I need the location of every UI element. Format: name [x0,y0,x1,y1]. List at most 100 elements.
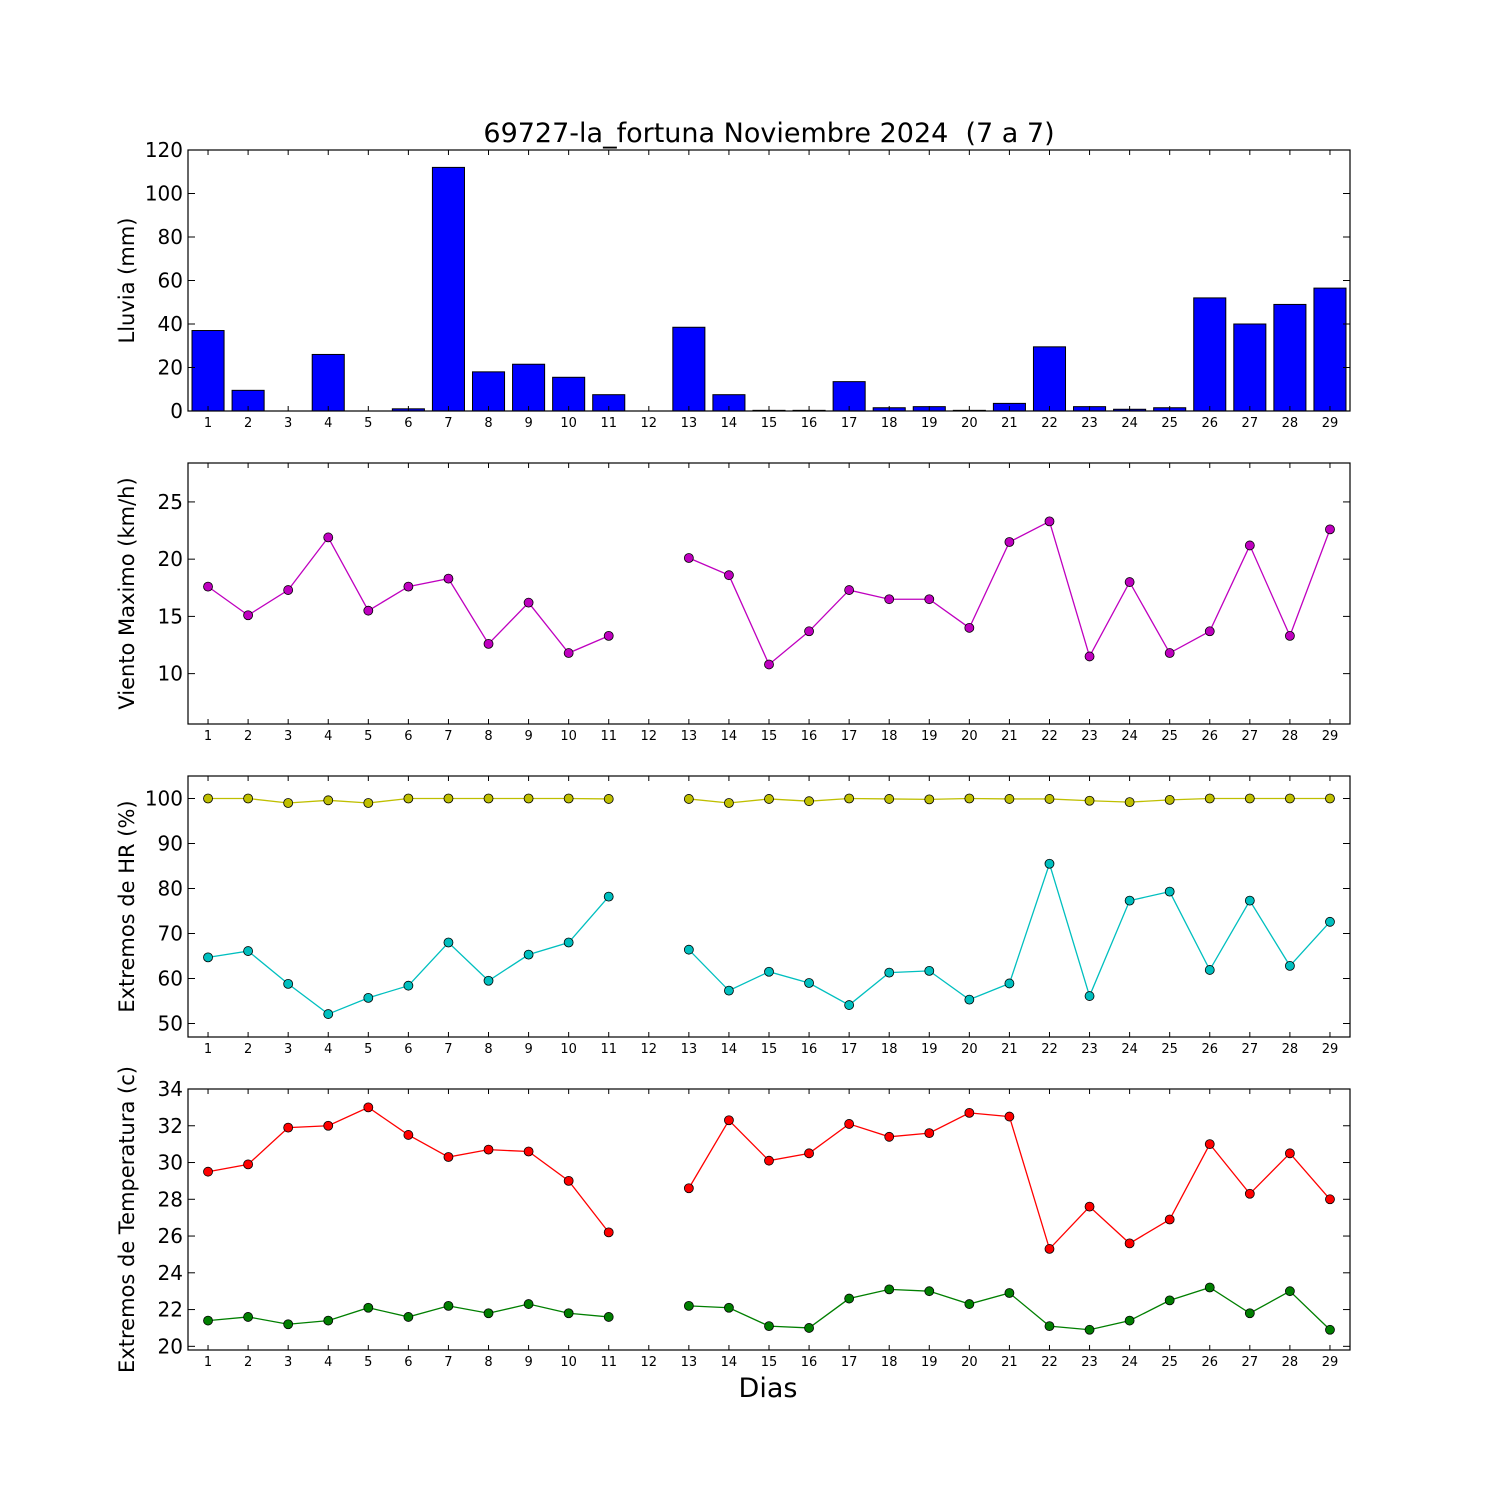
humidity-xtick-label: 14 [721,1042,738,1057]
temperature-series-0-point-day-24 [1124,1238,1135,1249]
humidity-ytick-label: 90 [158,832,183,856]
wind-series-0-point-day-10 [563,648,574,658]
rain-xtick-label: 14 [721,416,738,431]
temperature-xtick-label: 7 [444,1355,452,1370]
temperature-series-1-point-day-9 [523,1299,534,1309]
humidity-series-1-point-day-15 [764,966,774,977]
wind-xtick-label: 5 [364,729,372,744]
wind-xtick-label: 22 [1041,729,1058,744]
rain-ytick-label: 40 [158,312,183,336]
humidity-series-1-point-day-4 [323,1009,334,1019]
wind-xtick-label: 28 [1282,729,1299,744]
temperature-axes-frame [187,1088,1351,1351]
wind-xtick-label: 2 [244,729,252,744]
temperature-xtick-label: 28 [1282,1355,1299,1370]
temperature-xtick-label: 14 [721,1355,738,1370]
rain-xtick-label: 28 [1282,416,1299,431]
temperature-xtick-label: 20 [961,1355,978,1370]
wind-series-0-point-day-23 [1084,651,1095,662]
temperature-series-1-point-day-1 [203,1315,213,1326]
humidity-xtick-label: 20 [961,1042,978,1057]
temperature-series-0-point-day-3 [283,1122,294,1133]
rain-xtick-label: 23 [1081,416,1098,431]
temperature-series-0-point-day-6 [403,1130,414,1140]
wind-series-0-point-day-2 [243,610,254,621]
rain-bar-day-4 [311,353,345,412]
temperature-xtick-label: 27 [1242,1355,1259,1370]
temperature-series-1-point-day-17 [844,1293,855,1304]
temperature-series-0-point-day-15 [764,1155,774,1166]
rain-ytick-label: 120 [145,138,183,162]
humidity-series-1-point-day-17 [844,1000,855,1010]
humidity-series-0-point-day-17 [844,793,855,804]
rain-xtick-label: 22 [1041,416,1058,431]
wind-xtick-label: 20 [961,729,978,744]
temperature-ytick-label: 28 [158,1187,183,1211]
humidity-xtick-label: 25 [1161,1042,1178,1057]
temperature-series-0-point-day-28 [1285,1148,1295,1159]
humidity-series-1-point-day-24 [1124,895,1135,906]
humidity-series-1-point-day-10 [563,937,574,948]
humidity-series-0-point-day-16 [804,796,814,807]
humidity-series-1-point-day-13 [683,944,694,955]
wind-xtick-label: 27 [1242,729,1259,744]
temperature-xtick-label: 22 [1041,1355,1058,1370]
temperature-series-0-point-day-23 [1084,1201,1095,1212]
temperature-series-1-point-day-19 [924,1286,935,1297]
rain-bar-day-8 [471,371,506,412]
humidity-series-0-point-day-20 [964,793,975,804]
temperature-series-1-point-day-16 [804,1323,814,1333]
temperature-series-0-point-day-27 [1244,1188,1255,1199]
wind-series-0-point-day-29 [1325,524,1335,535]
temperature-xtick-label: 19 [921,1355,938,1370]
wind-xtick-label: 17 [841,729,858,744]
rain-xtick-label: 3 [284,416,292,431]
humidity-xtick-label: 10 [560,1042,577,1057]
temperature-series-0-point-day-2 [243,1159,254,1170]
humidity-xtick-label: 2 [244,1042,252,1057]
wind-series-0-point-day-5 [363,605,374,616]
humidity-series-0-point-day-9 [523,793,534,804]
rain-xtick-label: 15 [761,416,778,431]
humidity-xtick-label: 29 [1322,1042,1339,1057]
rain-xtick-label: 5 [364,416,372,431]
wind-series-0-point-day-15 [764,659,774,670]
temperature-ytick-label: 22 [158,1298,183,1322]
temperature-series-1-point-day-10 [563,1308,574,1319]
humidity-xtick-label: 6 [404,1042,412,1057]
humidity-series-0-point-day-14 [724,798,734,808]
temperature-series-0-point-day-29 [1325,1194,1335,1205]
humidity-series-0-point-day-11 [603,794,614,804]
temperature-series-1-point-day-8 [483,1308,494,1319]
temperature-series-0-point-day-1 [203,1166,213,1177]
humidity-series-1-point-day-11 [603,891,614,902]
temperature-series-1-point-day-6 [403,1312,414,1322]
temperature-series-1-point-day-5 [363,1302,374,1313]
humidity-series-0-point-day-29 [1325,793,1335,804]
wind-series-0-point-day-9 [523,597,534,608]
humidity-xtick-label: 1 [204,1042,212,1057]
humidity-series-1-point-day-14 [724,985,734,996]
humidity-series-0-point-day-22 [1044,794,1055,804]
wind-xtick-label: 9 [524,729,532,744]
temperature-xtick-label: 9 [524,1355,532,1370]
rain-xtick-label: 26 [1201,416,1218,431]
wind-series-0-point-day-4 [323,532,334,543]
rain-bar-day-29 [1313,287,1347,412]
wind-xtick-label: 1 [204,729,212,744]
rain-bar-day-22 [1032,346,1067,412]
wind-series-0-point-day-13 [683,553,694,563]
rain-xtick-label: 10 [560,416,577,431]
temperature-series-1-point-day-15 [764,1321,774,1332]
rain-axes-frame [187,149,1351,412]
humidity-series-1-point-day-29 [1325,916,1335,927]
temperature-xtick-label: 23 [1081,1355,1098,1370]
humidity-ytick-label: 80 [158,877,183,901]
temperature-series-0-point-day-13 [683,1183,694,1194]
temperature-xtick-label: 6 [404,1355,412,1370]
wind-series-0-point-day-11 [603,630,614,641]
wind-xtick-label: 19 [921,729,938,744]
temperature-xtick-label: 16 [801,1355,818,1370]
rain-bar-day-13 [672,326,706,412]
